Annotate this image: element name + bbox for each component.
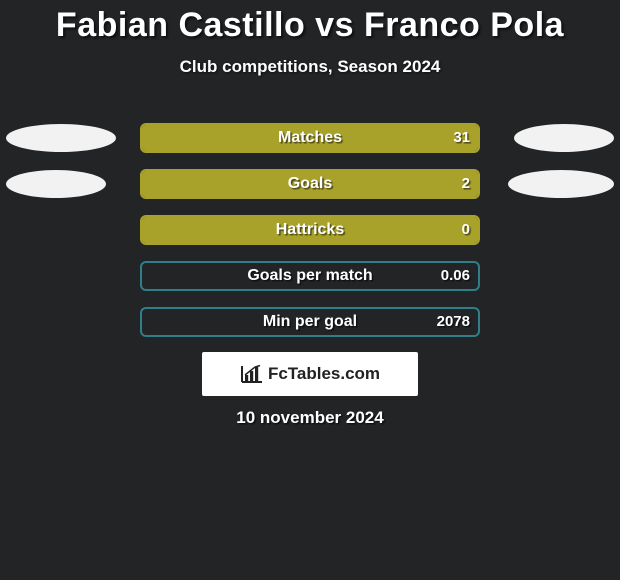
- stat-row: Hattricks0: [0, 212, 620, 258]
- player-oval-right: [514, 124, 614, 152]
- stat-bar: [140, 215, 480, 245]
- player-oval-left: [6, 170, 106, 198]
- stat-bar: [140, 169, 480, 199]
- stat-bar-fill: [142, 125, 478, 151]
- stats-container: Matches31Goals2Hattricks0Goals per match…: [0, 120, 620, 350]
- logo-text: FcTables.com: [268, 364, 380, 384]
- bar-chart-icon: [240, 364, 264, 384]
- stat-bar-fill: [142, 171, 478, 197]
- stat-bar: [140, 307, 480, 337]
- stat-row: Min per goal2078: [0, 304, 620, 350]
- stat-bar: [140, 123, 480, 153]
- stat-row: Goals per match0.06: [0, 258, 620, 304]
- stat-bar: [140, 261, 480, 291]
- stat-row: Matches31: [0, 120, 620, 166]
- player-oval-left: [6, 124, 116, 152]
- page-subtitle: Club competitions, Season 2024: [0, 57, 620, 77]
- fctables-logo[interactable]: FcTables.com: [202, 352, 418, 396]
- page-title: Fabian Castillo vs Franco Pola: [0, 0, 620, 45]
- stat-row: Goals2: [0, 166, 620, 212]
- player-oval-right: [508, 170, 614, 198]
- page-root: Fabian Castillo vs Franco Pola Club comp…: [0, 0, 620, 580]
- stat-bar-fill: [142, 217, 478, 243]
- date-label: 10 november 2024: [0, 408, 620, 428]
